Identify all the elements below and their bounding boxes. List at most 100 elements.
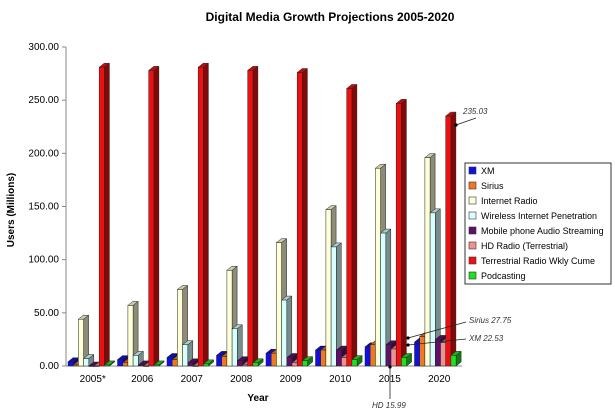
bar-side [351,83,358,367]
bar-podcasting [103,360,116,367]
bar-front [320,349,327,367]
bar-front [242,364,248,367]
bar-front [341,357,347,367]
bar-front [93,365,100,367]
bar-side [104,62,110,367]
bar-front [302,360,308,367]
bar-front [395,103,402,367]
bar-podcasting [153,360,165,367]
legend-swatch [468,211,477,220]
bar-side [401,98,407,367]
bar-front [98,66,105,367]
bar-terrestrial-radio-wkly-cume [197,62,210,367]
bar-front [83,358,90,367]
bar-front [88,365,95,367]
x-tick-label: 2020 [428,374,451,385]
legend-swatch [468,196,477,205]
bar-front [166,357,173,367]
arrow-head-icon [406,336,410,340]
bar-front [315,349,321,367]
legend-box [464,162,612,285]
bar-front [325,209,332,367]
bar-front [78,318,84,367]
y-tick-label: 50.00 [34,308,59,319]
bar-front [153,364,160,367]
legend: XM Sirius Internet Radio Wireless Internet … [464,162,612,285]
bar-front [424,157,431,367]
bar-wireless-internet-penetration [330,242,343,367]
bar-side [252,65,259,367]
bar-terrestrial-radio-wkly-cume [395,98,408,367]
bar-front [247,70,254,367]
bar-front [182,344,189,367]
x-tick-label: 2010 [329,374,352,385]
legend-label: Sirius [481,181,504,191]
y-tick-label: 300.00 [28,42,59,53]
x-tick-label: 2006 [131,374,154,385]
data-annotation: XM 22.53 [468,334,504,343]
legend-swatch [468,166,477,175]
bar-front [380,232,387,367]
bar-front [281,299,288,367]
bar-podcasting [252,358,264,367]
bar-front [104,364,110,367]
bar-wireless-internet-penetration [231,324,244,367]
bar-podcasting [450,350,462,367]
bar-front [216,355,222,367]
bar-side [153,65,160,367]
legend-label: XM [481,166,495,176]
bar-side [450,111,457,367]
arrow-head-icon [406,343,410,347]
annotation-arrow [407,338,467,346]
bar-front [67,361,74,367]
legend-label: Internet Radio [481,196,538,206]
bar-front [270,352,277,367]
bar-front [197,66,204,367]
bar-front [226,270,233,367]
bar-terrestrial-radio-wkly-cume [98,62,111,367]
bar-front [429,212,436,367]
bar-front [346,88,353,367]
bar-podcasting [301,356,314,367]
x-tick-label: 2007 [181,374,204,385]
y-tick-label: 150.00 [28,202,59,213]
bar-wireless-internet-penetration [82,354,95,367]
bar-front [291,362,298,367]
bar-front [132,355,139,367]
bar-terrestrial-radio-wkly-cume [147,65,160,367]
data-annotation: Sirius 27.75 [469,316,512,325]
annotation-arrow [407,321,467,339]
legend-label: HD Radio (Terrestrial) [481,241,568,251]
bar-front [203,363,209,367]
bar-front [330,246,337,367]
y-tick-label: 250.00 [28,95,59,106]
x-tick-label: 2009 [280,374,303,385]
chart-title: Digital Media Growth Projections 2005-20… [206,10,455,24]
bar-front [192,365,199,367]
x-tick-label: 2005* [80,374,106,385]
bar-front [148,70,155,367]
bar-side [203,62,209,367]
legend-swatch [468,241,477,250]
bar-front [385,344,392,367]
bar-front [450,355,457,367]
bar-front [237,360,243,367]
bar-front [286,357,293,367]
y-tick-label: 0.00 [40,361,60,372]
bar-side [302,67,308,367]
bar-front [127,305,134,367]
legend-swatch [468,181,477,190]
x-tick-label: 2008 [230,374,253,385]
bar-front [138,364,144,367]
arrow-head-icon [454,123,458,127]
bar-podcasting [351,355,363,367]
legend-label: Podcasting [481,271,526,281]
legend-label: Terrestrial Radio Wkly Cume [481,256,595,266]
bar-front [401,357,407,367]
data-annotation: 235.03 [462,107,488,116]
bar-front [440,342,446,367]
bar-front [375,167,381,367]
bar-front [122,362,129,367]
bar-front [364,346,371,367]
